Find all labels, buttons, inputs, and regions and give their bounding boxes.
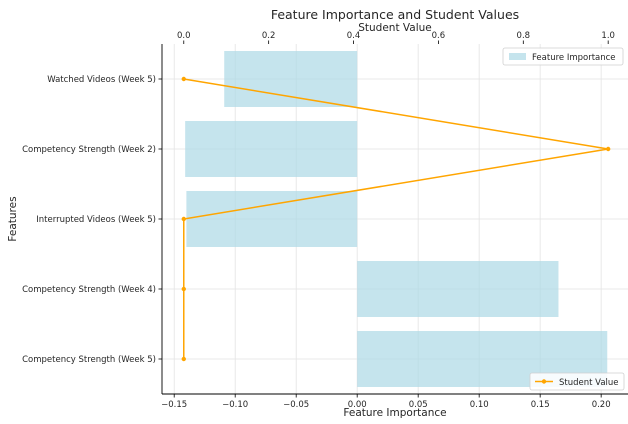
student-value-point-3 bbox=[182, 287, 186, 291]
x-axis-label: Feature Importance bbox=[343, 407, 446, 419]
y-tick-label-0: Watched Videos (Week 5) bbox=[47, 75, 156, 85]
legend-label-student-value: Student Value bbox=[559, 378, 619, 388]
y-tick-label-1: Competency Strength (Week 2) bbox=[22, 145, 156, 155]
y-tick-label-2: Interrupted Videos (Week 5) bbox=[36, 215, 156, 225]
secondary-x-tick-label-1: 0.2 bbox=[262, 31, 276, 41]
secondary-x-tick-label-5: 1.0 bbox=[601, 31, 615, 41]
bar-3 bbox=[357, 261, 558, 317]
legend-label-feature-importance: Feature Importance bbox=[532, 53, 616, 63]
bar-0 bbox=[224, 51, 357, 107]
legend-student-value: Student Value bbox=[530, 373, 624, 390]
x-tick-label-5: 0.10 bbox=[470, 400, 489, 410]
y-axis-label: Features bbox=[7, 196, 19, 241]
legend-swatch-feature-importance bbox=[509, 53, 526, 60]
y-tick-label-4: Competency Strength (Week 5) bbox=[22, 355, 156, 365]
y-tick-label-3: Competency Strength (Week 4) bbox=[22, 285, 156, 295]
x-tick-label-0: −0.15 bbox=[161, 400, 187, 410]
secondary-x-tick-label-0: 0.0 bbox=[177, 31, 191, 41]
student-value-point-2 bbox=[182, 217, 186, 221]
chart-title: Feature Importance and Student Values bbox=[271, 7, 519, 22]
x-tick-label-1: −0.10 bbox=[222, 400, 248, 410]
secondary-x-axis-label: Student Value bbox=[358, 22, 432, 34]
secondary-x-tick-label-4: 0.8 bbox=[517, 31, 531, 41]
student-value-point-4 bbox=[182, 357, 186, 361]
legend-marker-student-value bbox=[542, 379, 546, 383]
legend-feature-importance: Feature Importance bbox=[503, 48, 623, 65]
x-tick-label-2: −0.05 bbox=[283, 400, 309, 410]
x-tick-label-6: 0.15 bbox=[531, 400, 550, 410]
bar-1 bbox=[185, 121, 357, 177]
student-value-point-0 bbox=[182, 77, 186, 81]
bar-2 bbox=[186, 191, 357, 247]
secondary-x-tick-label-3: 0.6 bbox=[432, 31, 446, 41]
student-value-point-1 bbox=[606, 147, 610, 151]
x-tick-label-7: 0.20 bbox=[592, 400, 611, 410]
